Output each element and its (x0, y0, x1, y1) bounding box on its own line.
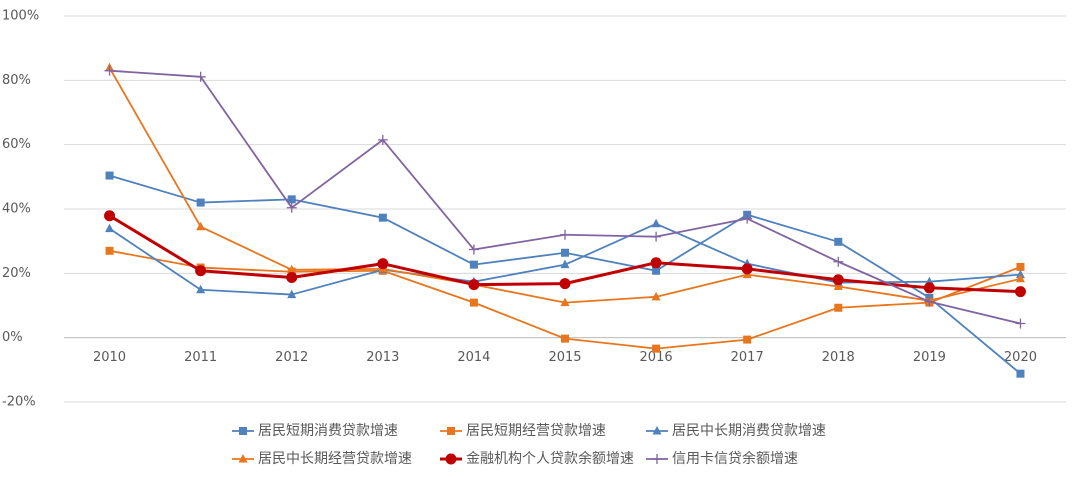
y-tick-label: 40% (2, 202, 31, 217)
y-tick-label: 100% (2, 9, 39, 24)
data-point (195, 71, 206, 82)
data-point (741, 263, 753, 275)
y-tick-label: -20% (2, 395, 36, 410)
data-point (286, 202, 297, 213)
legend-marker (238, 454, 248, 463)
x-tick-label: 2015 (548, 350, 581, 365)
data-point (469, 260, 478, 269)
data-point (651, 218, 661, 228)
legend-marker (239, 427, 247, 435)
data-point (196, 221, 206, 231)
x-tick-label: 2013 (366, 350, 399, 365)
x-tick-label: 2018 (822, 350, 855, 365)
data-point (651, 291, 661, 301)
x-tick-label: 2010 (93, 350, 126, 365)
data-point (833, 281, 843, 291)
data-point (105, 171, 114, 180)
data-point (1016, 262, 1025, 271)
legend-label: 居民中长期消费贷款增速 (672, 423, 826, 439)
legend-label: 信用卡信贷余额增速 (672, 450, 798, 467)
data-point (834, 303, 843, 312)
data-point (105, 223, 115, 233)
legend-marker (447, 427, 455, 435)
legend-marker (652, 454, 662, 464)
data-point (652, 344, 661, 353)
legend-marker (445, 453, 457, 465)
data-point (196, 284, 206, 294)
y-tick-label: 0% (2, 330, 23, 345)
data-point (377, 134, 388, 145)
x-tick-label: 2020 (1004, 350, 1037, 365)
data-point (560, 229, 570, 240)
data-point (832, 274, 844, 286)
legend-label: 金融机构个人贷款余额增速 (466, 450, 634, 467)
data-point (1014, 286, 1026, 298)
data-point (1016, 369, 1025, 378)
data-point (195, 265, 207, 277)
data-point (743, 335, 752, 344)
data-point (561, 334, 569, 343)
data-point (560, 259, 570, 269)
y-tick-label: 80% (2, 73, 31, 88)
data-point (652, 266, 661, 275)
data-point (1015, 318, 1026, 329)
data-point (469, 298, 478, 307)
data-point (105, 246, 114, 255)
data-point (104, 65, 115, 76)
data-point (923, 282, 935, 294)
data-point (196, 198, 205, 207)
legend-marker (652, 426, 662, 435)
legend-label: 居民短期消费贷款增速 (258, 423, 398, 439)
data-point (924, 296, 935, 307)
data-point (834, 237, 843, 246)
legend-label: 居民短期经营贷款增速 (466, 423, 606, 439)
x-tick-label: 2019 (913, 350, 946, 365)
data-point (287, 289, 297, 299)
x-tick-label: 2017 (731, 350, 764, 365)
y-tick-label: 60% (2, 137, 31, 152)
data-point (651, 231, 662, 242)
data-point (287, 195, 296, 204)
x-tick-label: 2014 (457, 350, 490, 365)
data-point (560, 297, 570, 307)
data-point (468, 244, 479, 255)
data-point (650, 257, 662, 269)
legend-label: 居民中长期经营贷款增速 (258, 451, 412, 467)
y-tick-label: 20% (2, 266, 31, 281)
data-point (286, 272, 298, 284)
data-point (378, 213, 387, 222)
x-tick-label: 2016 (640, 350, 673, 365)
data-point (104, 210, 116, 222)
data-point (468, 279, 480, 291)
data-point (287, 264, 297, 274)
data-point (742, 213, 753, 224)
data-point (1015, 273, 1025, 283)
data-point (377, 258, 389, 270)
x-tick-label: 2012 (275, 350, 308, 365)
data-point (561, 248, 569, 257)
x-tick-label: 2011 (184, 350, 217, 365)
data-point (833, 256, 844, 267)
data-point (559, 278, 571, 290)
